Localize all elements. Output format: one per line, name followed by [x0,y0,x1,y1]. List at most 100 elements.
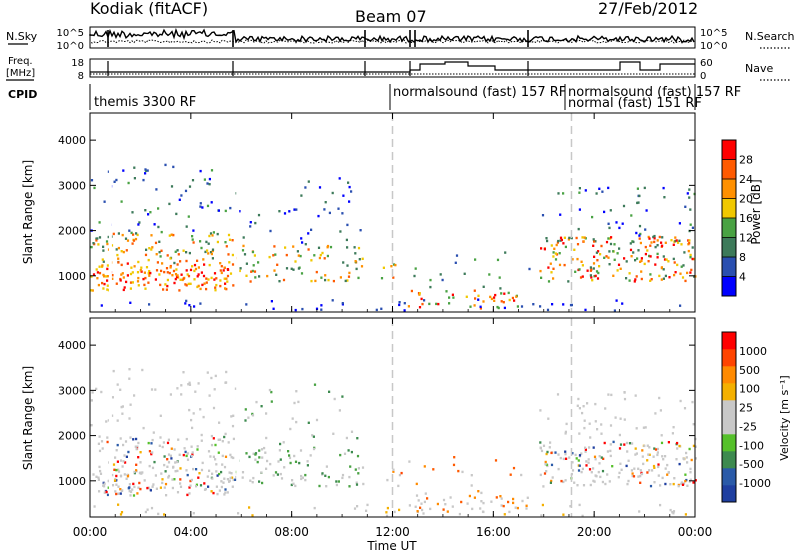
velocity-point [397,484,400,488]
velocity-point [237,512,240,515]
power-point [211,249,214,253]
velocity-point [625,464,628,468]
power-point [324,278,327,282]
power-point [199,302,202,305]
velocity-point [350,430,354,433]
power-point [498,276,501,279]
power-point [637,249,640,252]
velocity-point [186,458,190,461]
velocity-point [684,479,687,483]
velocity-point [112,463,116,466]
power-point [580,260,583,263]
power-point [555,243,558,247]
velocity-point [587,461,590,464]
power-point [593,240,596,243]
velocity-point [176,387,179,390]
power-point [646,249,649,252]
power-point [227,253,230,256]
velocity-gap [108,358,112,508]
power-point [107,275,110,278]
velocity-point [154,388,157,391]
power-point [185,299,188,303]
velocity-point [208,394,211,397]
velocity-point [214,443,217,447]
velocity-point [228,471,231,474]
power-point [354,252,357,255]
velocity-point [634,453,637,456]
velocity-point [618,471,621,475]
velocity-point [196,448,199,451]
velocity-point [137,441,140,445]
power-point [105,275,108,278]
power-point [423,299,426,302]
velocity-point [564,452,567,456]
power-point [131,281,134,284]
velocity-point [218,489,221,492]
power-point [229,206,232,210]
velocity-point [120,489,123,492]
velocity-point [160,472,163,475]
power-point [223,266,226,269]
power-point [644,245,647,249]
power-point [126,274,129,277]
power-point [258,275,261,278]
velocity-point [626,482,629,486]
power-point [658,235,661,239]
velocity-point [127,450,130,454]
power-point [691,246,694,249]
power-point [437,302,440,306]
velocity-point [466,502,469,505]
velocity-point [646,444,649,447]
power-point [314,279,317,283]
velocity-point [258,449,261,452]
velocity-point [221,463,224,466]
velocity-point [146,508,149,511]
velocity-point [132,482,135,486]
power-point [228,261,231,264]
velocity-point [549,441,552,444]
power-point [578,208,581,211]
power-point [257,213,261,217]
velocity-point [641,455,644,458]
velocity-point [161,445,164,449]
power-point [549,262,552,265]
power-colorbar-swatch [722,237,736,258]
power-point [556,241,559,244]
velocity-point [135,437,138,441]
velocity-point [639,474,642,478]
velocity-point [137,486,140,489]
velocity-point [230,456,233,459]
velocity-point [312,435,315,438]
velocity-point [166,441,170,445]
velocity-colorbar-tick-label: -1000 [739,477,771,490]
velocity-point [680,482,683,486]
velocity-point [214,374,217,378]
power-point [361,257,364,260]
velocity-point [203,482,206,485]
nsearch-tick-top: 10^5 [700,28,727,39]
power-point [174,273,178,276]
power-point [193,263,197,267]
velocity-point [446,510,449,513]
velocity-point [200,439,203,442]
power-point [595,251,598,254]
velocity-point [694,457,697,460]
power-point [170,185,174,188]
power-point [166,271,169,274]
power-point [299,254,302,258]
velocity-point [500,504,503,507]
power-point [142,277,145,281]
velocity-point [576,404,579,407]
velocity-point [442,498,446,502]
x-axis-label: Time UT [366,539,417,553]
velocity-point [274,471,278,474]
velocity-point [601,469,605,473]
power-point [454,261,457,264]
velocity-point [620,468,623,471]
power-point [313,254,316,257]
velocity-point [190,445,193,448]
velocity-point [580,452,583,455]
power-point [622,204,626,208]
velocity-point [667,441,670,444]
station-title: Kodiak (fitACF) [90,0,208,18]
